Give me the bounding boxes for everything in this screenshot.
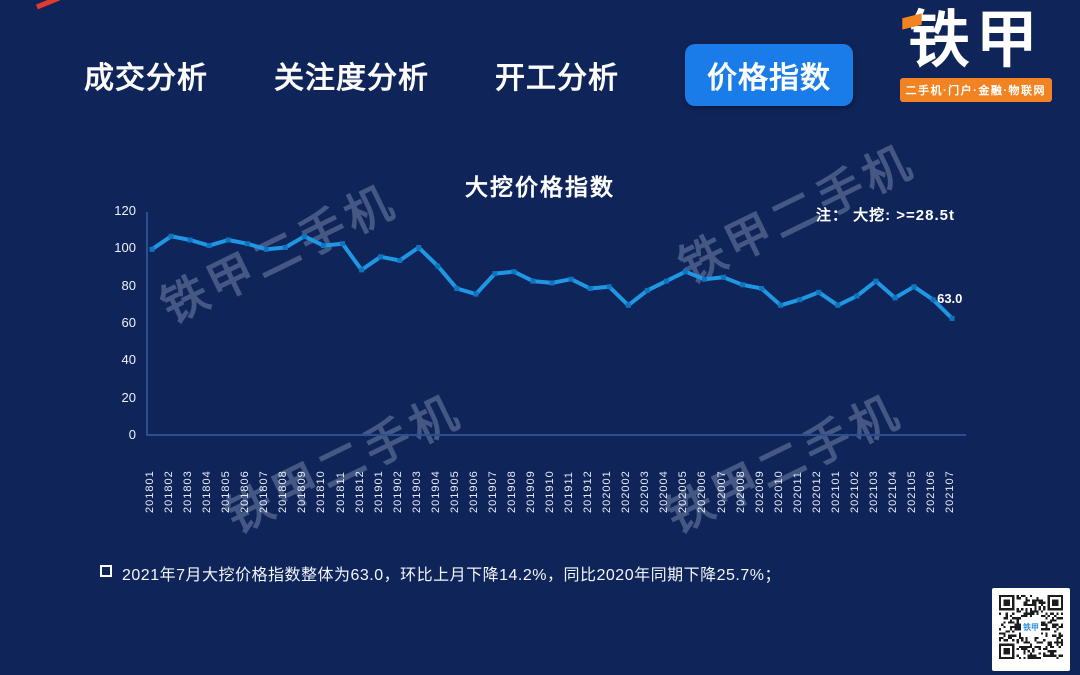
x-axis-tick-label: 201811 [334,471,347,513]
x-axis-tick-label: 202107 [944,470,957,513]
x-axis-tick-label: 202008 [734,470,747,513]
x-axis-tick-label: 202103 [867,470,880,513]
x-axis-tick-label: 201803 [182,470,195,513]
x-axis-tick-label: 201903 [410,470,423,513]
x-axis-tick-label: 201805 [220,470,233,513]
y-axis-tick-label: 20 [121,389,136,405]
x-axis-tick-label: 201911 [563,471,576,513]
x-axis-tick-label: 202012 [810,470,823,513]
y-axis-tick-label: 40 [121,352,136,368]
x-axis-tick-label: 201901 [372,470,385,513]
x-axis-tick-label: 202007 [715,470,728,513]
brand-name: 铁甲 [907,6,1044,75]
y-axis-tick-label: 60 [121,315,136,330]
svg-text:铁甲: 铁甲 [1023,622,1039,632]
x-axis-tick-label: 201904 [429,470,442,513]
x-axis-tick-label: 201809 [296,470,309,513]
x-axis-tick-label: 201807 [258,470,271,513]
x-axis-tick-label: 201909 [525,470,537,513]
tab-attention-analysis[interactable]: 关注度分析 [274,62,429,95]
x-axis-tick-label: 201908 [505,470,518,513]
brand-tagline: 二手机·门户·金融·物联网 [899,77,1052,102]
x-axis-tick-label: 201801 [144,470,156,513]
x-axis-tick-label: 202003 [639,470,652,513]
x-axis-tick-label: 201806 [239,470,252,513]
x-axis-tick-label: 202105 [906,470,918,513]
tab-construction-analysis[interactable]: 开工分析 [495,62,619,95]
x-axis-tick-label: 202106 [925,470,938,513]
x-axis-tick-label: 201902 [391,470,404,513]
x-axis-tick-label: 201804 [201,470,214,513]
x-axis-tick-label: 202004 [658,470,671,513]
x-axis-tick-label: 201802 [163,470,176,513]
x-axis-tick-label: 202009 [753,470,766,513]
x-axis-tick-label: 201906 [467,470,480,513]
x-axis-tick-label: 201812 [353,470,366,513]
chart-note: 注： 大挖: >=28.5t [815,207,955,224]
summary-text: 2021年7月大挖价格指数整体为63.0，环比上月下降14.2%，同比2020年… [122,567,781,584]
x-axis-tick-label: 201907 [486,470,499,513]
x-axis-tick-label: 201810 [315,470,328,513]
x-axis-tick-label: 201912 [582,470,595,513]
x-axis-tick-label: 202011 [791,471,804,513]
square-bullet-icon [100,565,112,577]
tab-transaction-analysis[interactable]: 成交分析 [84,62,208,95]
x-axis-tick-label: 202006 [696,470,709,513]
x-axis-tick-label: 201910 [544,470,557,513]
summary-row: 2021年7月大挖价格指数整体为63.0，环比上月下降14.2%，同比2020年… [100,561,781,585]
corner-red-dash [35,0,61,10]
y-axis-tick-label: 80 [121,277,136,293]
brand-logo-text: 铁甲 [900,6,1053,75]
x-axis-tick-label: 202005 [677,470,690,513]
tab-bar: 成交分析 关注度分析 开工分析 价格指数 [84,44,853,106]
last-point-data-label: 63.0 [937,291,963,307]
brand-logo: 铁甲 二手机·门户·金融·物联网 [899,6,1053,102]
chart-title: 大挖价格指数 [465,174,615,200]
x-axis-tick-label: 202010 [772,470,785,513]
x-axis-tick-label: 202104 [886,470,899,513]
x-axis-tick-label: 201905 [448,470,461,513]
tab-price-index[interactable]: 价格指数 [685,44,853,106]
line-chart [146,212,966,436]
y-axis-tick-label: 120 [114,203,136,218]
y-axis-tick-label: 100 [114,240,136,256]
x-axis-tick-label: 202102 [848,470,861,513]
x-axis-tick-label: 201808 [277,470,290,513]
y-axis-tick-label: 0 [128,427,136,442]
qr-code: 铁甲 [992,588,1070,671]
x-axis-tick-label: 202002 [620,470,633,513]
x-axis-tick-label: 202101 [829,470,842,513]
x-axis-tick-label: 202001 [601,470,614,513]
